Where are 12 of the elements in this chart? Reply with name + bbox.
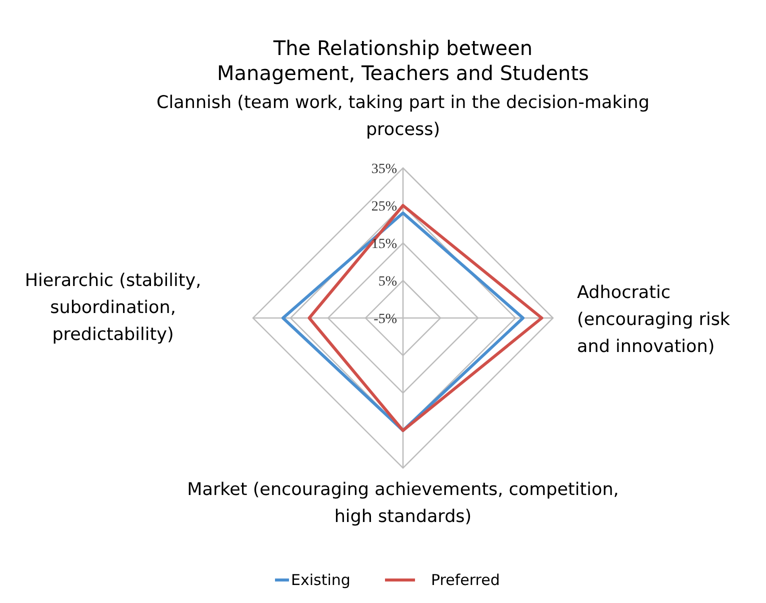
spoke-label: Clannish (team work, taking part in the decision-making process) [156,93,650,140]
y-tick-label: -5% [374,312,398,327]
spoke-label: Market (encouraging achievements, competition, high standards) [187,480,619,527]
y-tick-label: 15% [371,237,398,252]
legend-label: Existing [291,571,350,589]
y-tick-label: 35% [371,162,398,177]
y-tick-label: 5% [378,274,398,290]
y-tick-label: 25% [371,200,398,214]
spoke-label: Adhocratic (encouraging risk and innovation) [577,283,731,357]
spoke-label: Hierarchic (stability, subordination, predictability) [24,271,202,345]
chart-title: The Relationship between Management, Teachers and Students [217,36,589,85]
legend-label: Preferred [431,571,500,589]
